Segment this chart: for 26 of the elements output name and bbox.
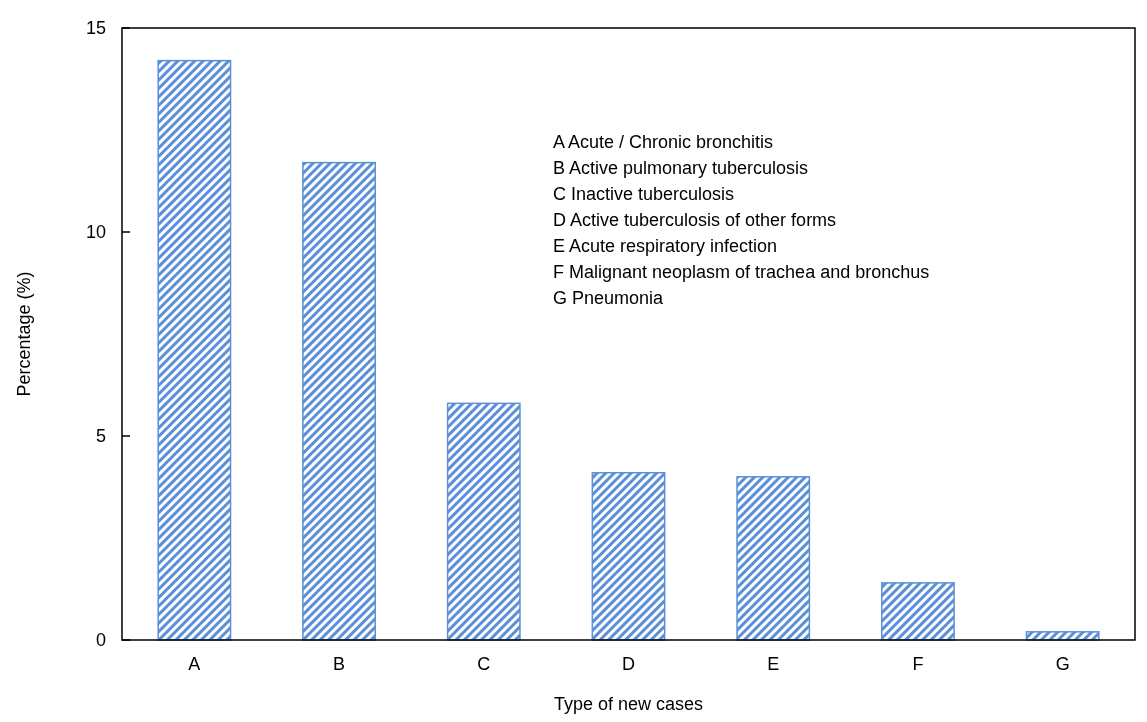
y-axis-title: Percentage (%) (14, 271, 34, 397)
bar (446, 402, 521, 641)
y-tick-label: 10 (85, 222, 106, 243)
bar (591, 471, 666, 641)
x-tick-label: B (333, 654, 346, 674)
annotation: C Inactive tuberculosis (553, 184, 735, 204)
x-tick-label: E (767, 654, 780, 674)
bar (736, 476, 811, 641)
bar (302, 161, 376, 641)
x-tick-label: C (477, 654, 491, 674)
bar (881, 582, 955, 641)
y-tick-label: 5 (95, 426, 106, 447)
x-tick-label: G (1055, 654, 1070, 674)
y-tick-label: 15 (85, 18, 106, 39)
x-axis-title: Type of new cases (553, 694, 704, 714)
annotation: B Active pulmonary tuberculosis (553, 158, 809, 178)
x-tick-label: A (188, 654, 201, 674)
annotation: G Pneumonia (553, 288, 665, 308)
y-tick-label: 0 (95, 630, 106, 651)
bar (157, 59, 232, 641)
x-tick-label: F (912, 654, 924, 674)
annotation: D Active tuberculosis of other forms (553, 210, 837, 230)
annotation: F Malignant neoplasm of trachea and bronchus (553, 262, 930, 282)
annotation: E Acute respiratory infection (553, 236, 778, 256)
x-tick-label: D (622, 654, 635, 674)
annotation: A Acute / Chronic bronchitis (553, 132, 774, 152)
